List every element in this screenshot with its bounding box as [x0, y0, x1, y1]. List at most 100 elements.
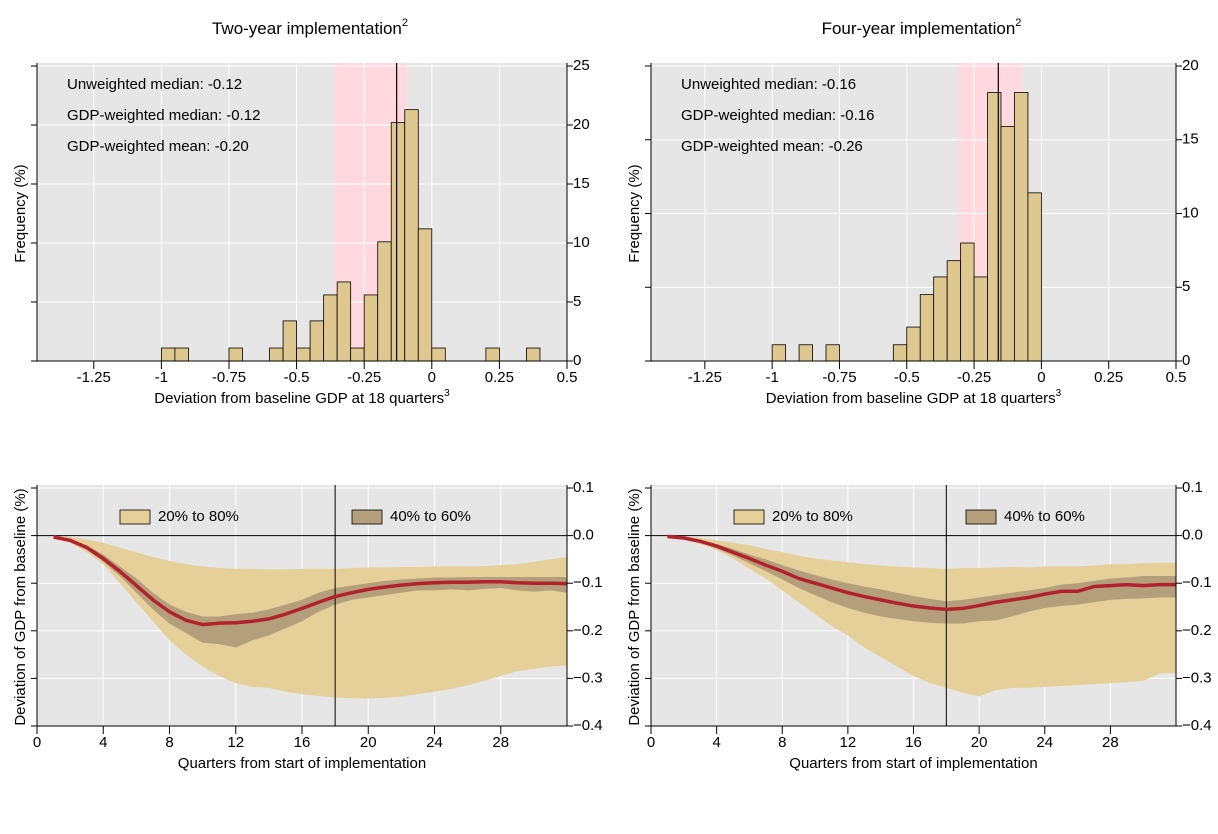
x-axis-label: Deviation from baseline GDP at 18 quarte…: [766, 388, 1062, 407]
title-text: Two-year implementation: [212, 19, 402, 38]
y-tick-label: 0.0: [1182, 527, 1203, 544]
x-tick-label: -0.75: [822, 369, 856, 386]
histogram-bar: [417, 228, 433, 362]
histogram-bar: [485, 347, 500, 362]
y-tick-label: −0.4: [573, 717, 603, 734]
x-tick-label: 0: [428, 369, 436, 386]
band-area: [667, 536, 1176, 624]
histogram-bar: [404, 109, 419, 362]
histogram-bar: [946, 260, 962, 362]
x-tick-label: 0: [647, 734, 655, 751]
x-tick-label: 12: [227, 734, 244, 751]
x-axis-label-superscript: 3: [1056, 388, 1062, 399]
x-tick-label: 12: [840, 734, 857, 751]
annotation: GDP-weighted mean: -0.20: [67, 138, 249, 155]
histogram-bar: [526, 347, 541, 362]
chart-title: Two-year implementation2: [212, 17, 408, 39]
y-tick-label: −0.2: [573, 622, 603, 639]
title-text: Four-year implementation: [822, 19, 1016, 38]
y-tick-label: 25: [573, 57, 590, 74]
x-tick-label: -1: [155, 369, 168, 386]
y-tick-label: 0: [573, 352, 581, 369]
histogram-bar: [431, 347, 446, 362]
y-tick-label: −0.3: [1182, 669, 1212, 686]
x-axis-label: Deviation from baseline GDP at 18 quarte…: [154, 388, 450, 407]
legend-label: 40% to 60%: [1004, 508, 1085, 525]
histogram-bar: [825, 344, 840, 362]
y-tick-label: 15: [1182, 131, 1199, 148]
x-axis-label: Quarters from start of implementation: [789, 755, 1037, 772]
x-tick-label: -0.5: [894, 369, 920, 386]
histogram-bar: [282, 320, 297, 362]
x-tick-label: 8: [778, 734, 786, 751]
x-axis-label-text: Quarters from start of implementation: [178, 755, 426, 772]
x-tick-label: 0: [33, 734, 41, 751]
x-tick-label: -1.25: [77, 369, 111, 386]
x-tick-label: 4: [712, 734, 720, 751]
histogram-bar: [771, 344, 787, 362]
x-tick-label: 20: [971, 734, 988, 751]
y-tick-label: 20: [573, 116, 590, 133]
legend-swatch: [351, 509, 383, 525]
histogram-bar: [228, 347, 243, 362]
x-tick-label: 16: [294, 734, 311, 751]
legend-swatch: [965, 509, 997, 525]
y-tick-label: 5: [573, 293, 581, 310]
plot-background: [651, 63, 1176, 361]
histogram-bar: [906, 326, 921, 362]
x-axis-label-text: Deviation from baseline GDP at 18 quarte…: [154, 390, 444, 407]
y-tick-label: −0.1: [573, 574, 603, 591]
histogram-bar: [933, 276, 948, 362]
annotation: Unweighted median: -0.16: [681, 76, 856, 93]
annotation: GDP-weighted mean: -0.26: [681, 138, 863, 155]
annotation: GDP-weighted median: -0.16: [681, 107, 874, 124]
histogram-bar: [798, 344, 813, 362]
y-tick-label: −0.4: [1182, 717, 1212, 734]
x-tick-label: -1.25: [688, 369, 722, 386]
y-tick-label: 10: [1182, 204, 1199, 221]
y-tick-label: 20: [1182, 57, 1199, 74]
annotation: Unweighted median: -0.12: [67, 76, 242, 93]
median-line: [53, 535, 568, 627]
x-axis-label: Quarters from start of implementation: [178, 755, 426, 772]
histogram-bar: [960, 242, 975, 362]
histogram-bar: [987, 92, 1002, 362]
x-axis-label-text: Quarters from start of implementation: [789, 755, 1037, 772]
median-line: [667, 534, 1176, 612]
histogram-bar: [350, 347, 365, 362]
histogram-bar: [269, 347, 284, 362]
y-axis-label: Deviation of GDP from baseline (%): [12, 488, 29, 725]
x-tick-label: 28: [492, 734, 509, 751]
histogram-bar: [973, 276, 988, 362]
y-axis-label: Frequency (%): [12, 164, 29, 262]
x-tick-label: 20: [360, 734, 377, 751]
y-tick-label: 0: [1182, 352, 1190, 369]
histogram-bar: [1000, 126, 1015, 362]
x-tick-label: 4: [99, 734, 107, 751]
band-area: [53, 535, 567, 699]
annotation: GDP-weighted median: -0.12: [67, 107, 260, 124]
histogram-bar: [309, 320, 325, 362]
x-tick-label: 16: [905, 734, 922, 751]
x-axis-label-text: Deviation from baseline GDP at 18 quarte…: [766, 390, 1056, 407]
histogram-bar: [377, 241, 392, 362]
x-tick-label: -0.75: [212, 369, 246, 386]
plot-background: [37, 63, 567, 361]
histogram-bar: [390, 122, 406, 362]
y-tick-label: 0.1: [573, 479, 594, 496]
histogram-bar: [1014, 92, 1029, 362]
x-tick-label: 28: [1102, 734, 1119, 751]
x-tick-label: -0.25: [957, 369, 991, 386]
y-tick-label: 5: [1182, 278, 1190, 295]
x-tick-label: -0.25: [347, 369, 381, 386]
histogram-bar: [363, 294, 379, 362]
histogram-bar: [296, 347, 311, 362]
x-tick-label: 0.5: [1166, 369, 1187, 386]
x-tick-label: 24: [1036, 734, 1053, 751]
y-tick-label: 15: [573, 175, 590, 192]
histogram-bar: [336, 281, 352, 362]
legend-swatch: [733, 509, 765, 525]
x-tick-label: 0.25: [485, 369, 514, 386]
histogram-bar: [919, 294, 935, 362]
